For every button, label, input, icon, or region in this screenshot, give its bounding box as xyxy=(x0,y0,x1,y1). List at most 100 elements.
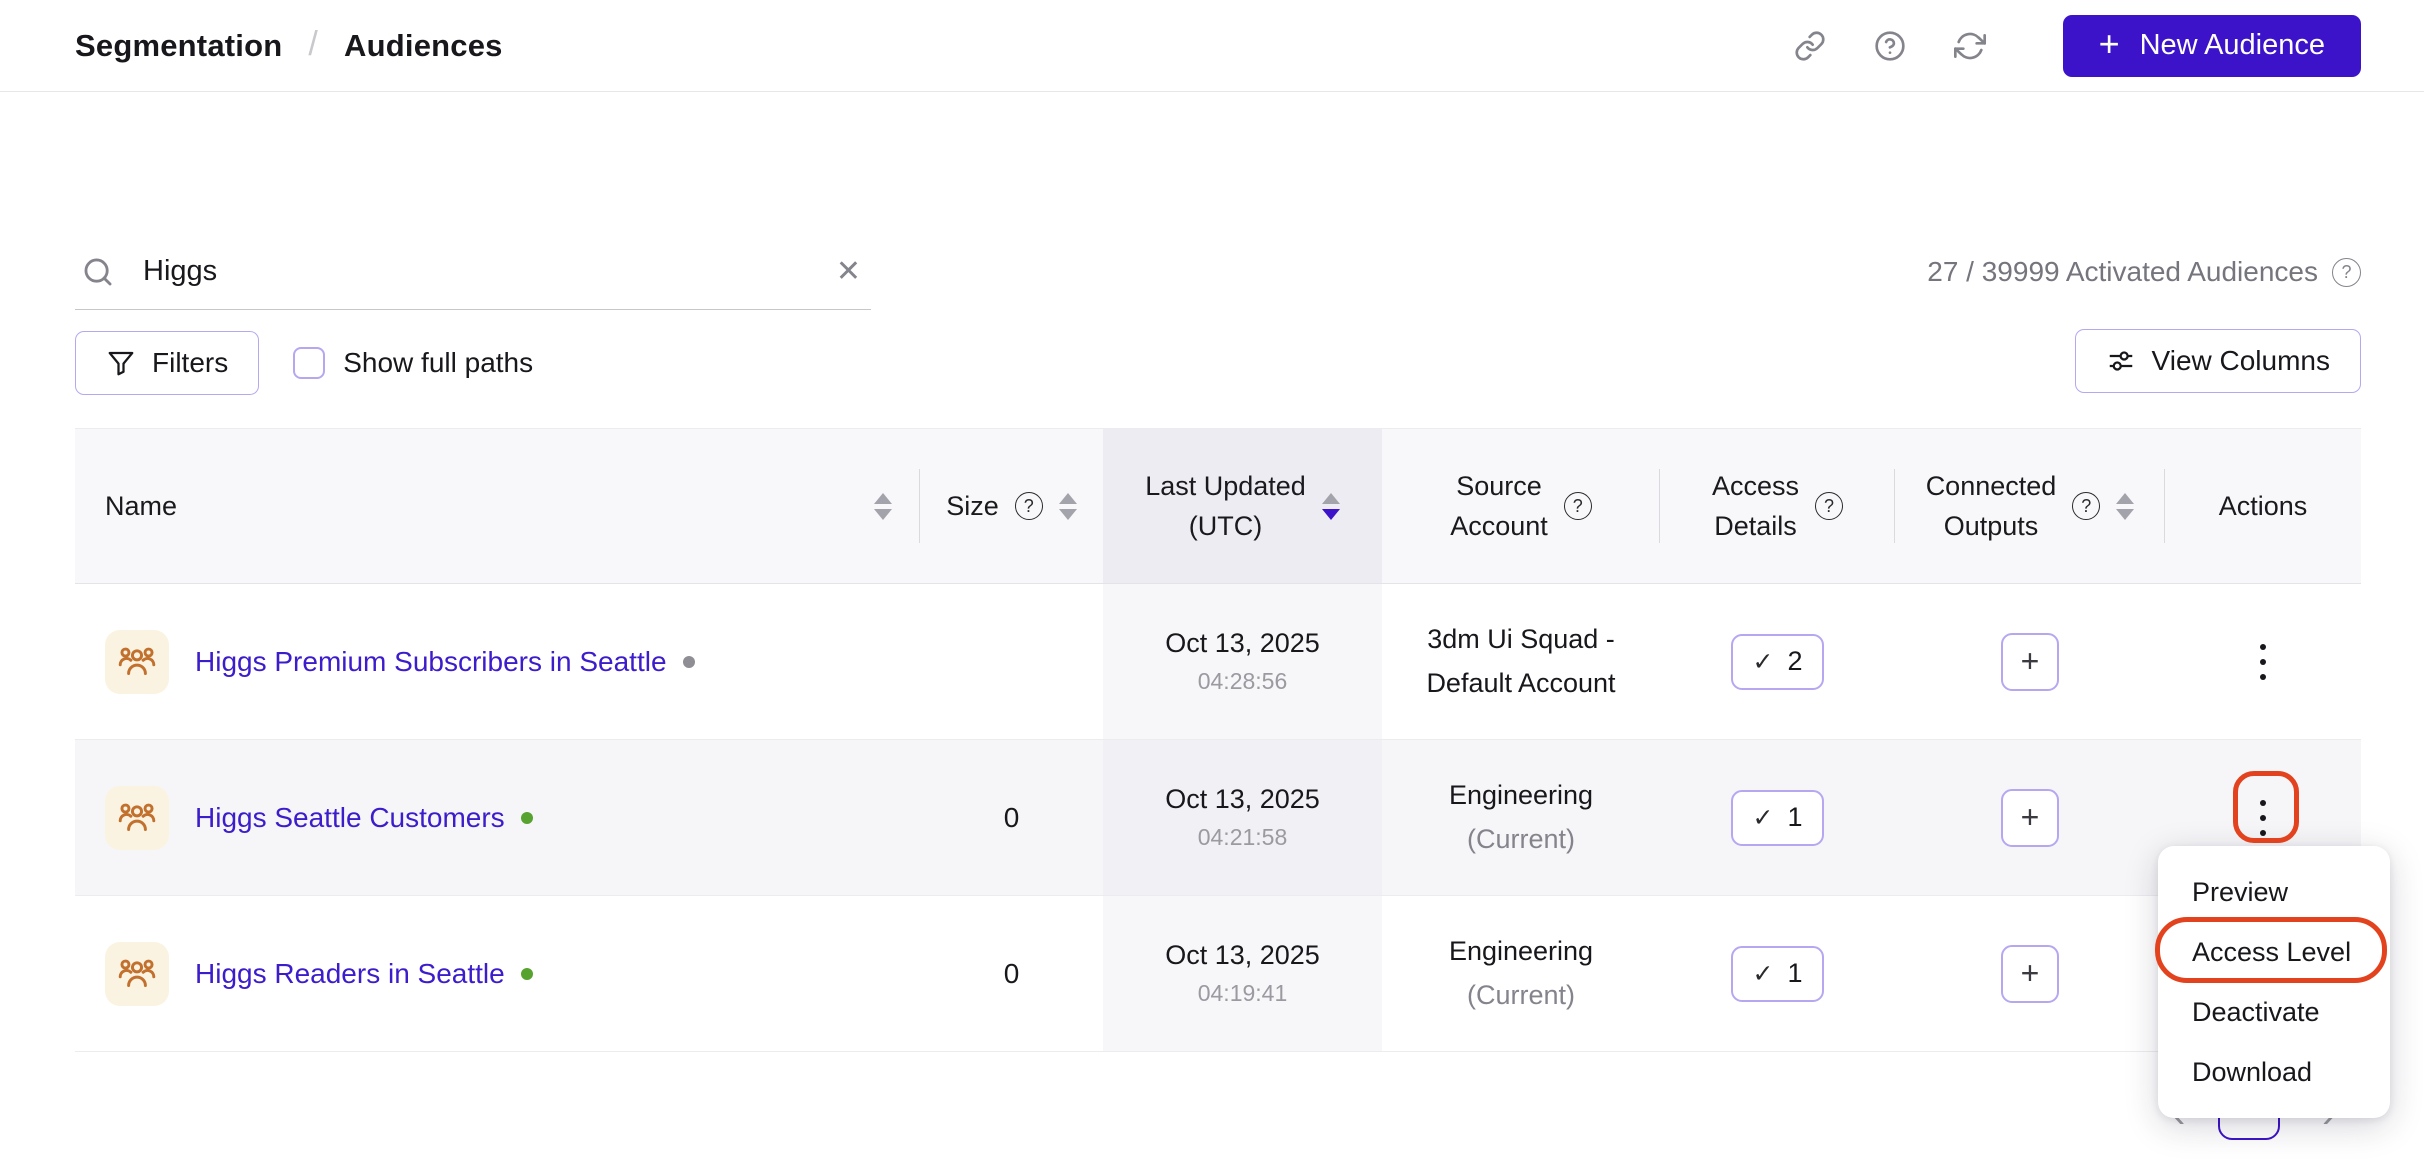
column-header-connected-outputs[interactable]: Connected Outputs ? xyxy=(1895,429,2165,583)
menu-item-access-level[interactable]: Access Level xyxy=(2192,936,2352,967)
access-details-badge[interactable]: ✓ 1 xyxy=(1730,945,1825,1002)
header-last-updated-line2: (UTC) xyxy=(1188,511,1263,541)
sort-arrows-size-icon[interactable] xyxy=(1058,492,1077,520)
menu-item-preview[interactable]: Preview xyxy=(2192,876,2289,907)
audience-name-link[interactable]: Higgs Seattle Customers xyxy=(195,801,505,833)
status-dot xyxy=(682,655,695,668)
counter-help-icon[interactable]: ? xyxy=(2332,257,2361,287)
access-count: 1 xyxy=(1787,802,1803,832)
access-details-cell: ✓ 1 xyxy=(1660,896,1895,1051)
search-icon xyxy=(84,258,112,285)
size-help-icon[interactable]: ? xyxy=(1014,492,1043,520)
header-last-updated-line1: Last Updated xyxy=(1145,470,1306,501)
column-header-name[interactable]: Name xyxy=(75,429,920,583)
size-cell xyxy=(920,584,1103,739)
last-updated-cell: Oct 13, 2025 04:28:56 xyxy=(1103,584,1382,739)
table-header-row: Name Size ? Last Updated (UTC) xyxy=(75,428,2361,584)
access-details-badge[interactable]: ✓ 1 xyxy=(1730,789,1825,846)
header-connected-line1: Connected xyxy=(1925,470,2057,501)
counter-text: 27 / 39999 Activated Audiences xyxy=(1927,256,2318,287)
access-details-cell: ✓ 2 xyxy=(1660,584,1895,739)
plus-icon: + xyxy=(2098,22,2120,64)
clear-search-icon[interactable]: ✕ xyxy=(835,255,861,288)
table-row: Higgs Readers in Seattle 0 Oct 13, 2025 … xyxy=(75,896,2361,1052)
table-row: Higgs Premium Subscribers in Seattle Oct… xyxy=(75,584,2361,740)
access-count: 1 xyxy=(1787,958,1803,988)
source-line1: 3dm Ui Squad - xyxy=(1427,624,1615,655)
search-value[interactable]: Higgs xyxy=(143,255,218,287)
source-account-cell: Engineering (Current) xyxy=(1382,896,1660,1051)
check-icon: ✓ xyxy=(1752,803,1774,832)
top-bar: Segmentation / Audiences xyxy=(0,0,2424,92)
table-row: Higgs Seattle Customers 0 Oct 13, 2025 0… xyxy=(75,740,2361,896)
filter-icon xyxy=(108,351,134,376)
source-line2: (Current) xyxy=(1466,979,1575,1010)
header-source-line2: Account xyxy=(1450,511,1548,541)
updated-date: Oct 13, 2025 xyxy=(1165,628,1320,658)
name-cell: Higgs Readers in Seattle xyxy=(75,896,920,1051)
size-cell: 0 xyxy=(1003,957,1020,989)
audience-name-link[interactable]: Higgs Premium Subscribers in Seattle xyxy=(195,645,667,677)
header-actions-label: Actions xyxy=(2218,490,2308,521)
row-actions-menu-icon[interactable] xyxy=(2250,790,2276,846)
add-output-button[interactable]: + xyxy=(2001,632,2059,691)
breadcrumb-page: Audiences xyxy=(344,27,503,63)
header-connected-line2: Outputs xyxy=(1943,511,2039,541)
size-cell: 0 xyxy=(1003,801,1020,833)
audience-group-icon xyxy=(105,785,169,850)
access-details-badge[interactable]: ✓ 2 xyxy=(1730,633,1825,690)
refresh-icon[interactable] xyxy=(1953,29,1987,63)
status-dot xyxy=(520,811,533,824)
add-output-button[interactable]: + xyxy=(2001,944,2059,1003)
audiences-table: Name Size ? Last Updated (UTC) xyxy=(75,428,2361,1052)
search-input[interactable]: Higgs ✕ xyxy=(75,234,871,310)
connected-outputs-cell: + xyxy=(1895,584,2165,739)
column-header-last-updated[interactable]: Last Updated (UTC) xyxy=(1103,429,1382,583)
sort-arrows-connected-icon[interactable] xyxy=(2116,492,2135,520)
show-full-paths-checkbox[interactable] xyxy=(293,347,326,379)
access-count: 2 xyxy=(1787,646,1803,676)
view-columns-button[interactable]: View Columns xyxy=(2074,329,2361,393)
updated-time: 04:21:58 xyxy=(1197,824,1288,850)
menu-item-deactivate[interactable]: Deactivate xyxy=(2192,996,2320,1027)
sort-arrows-name-icon[interactable] xyxy=(874,492,892,520)
header-access-line2: Details xyxy=(1714,511,1797,541)
breadcrumb: Segmentation / Audiences xyxy=(75,25,503,65)
menu-item-download[interactable]: Download xyxy=(2192,1056,2313,1087)
column-header-size[interactable]: Size ? xyxy=(920,429,1103,583)
new-audience-button[interactable]: + New Audience xyxy=(2062,14,2361,77)
sort-arrows-last-updated-icon[interactable] xyxy=(1321,492,1340,520)
column-header-access-details: Access Details ? xyxy=(1660,429,1895,583)
check-icon: ✓ xyxy=(1752,647,1774,676)
breadcrumb-section[interactable]: Segmentation xyxy=(75,27,283,63)
source-account-cell: 3dm Ui Squad - Default Account xyxy=(1382,584,1660,739)
header-access-line1: Access xyxy=(1711,470,1800,501)
access-details-cell: ✓ 1 xyxy=(1660,740,1895,895)
audience-group-icon xyxy=(105,629,169,694)
source-account-help-icon[interactable]: ? xyxy=(1563,492,1592,520)
updated-time: 04:28:56 xyxy=(1197,668,1288,694)
help-icon[interactable] xyxy=(1873,29,1907,63)
updated-date: Oct 13, 2025 xyxy=(1165,784,1320,814)
source-account-cell: Engineering (Current) xyxy=(1382,740,1660,895)
header-source-line1: Source xyxy=(1456,470,1542,501)
connected-outputs-help-icon[interactable]: ? xyxy=(2072,492,2101,520)
show-full-paths-toggle[interactable]: Show full paths xyxy=(293,347,533,379)
row-actions-dropdown: Preview Access Level Deactivate Download xyxy=(2158,846,2390,1118)
row-actions-menu-icon[interactable] xyxy=(2250,634,2276,690)
name-cell: Higgs Seattle Customers xyxy=(75,740,920,895)
status-dot xyxy=(520,967,533,980)
header-name-label: Name xyxy=(105,490,178,521)
updated-time: 04:19:41 xyxy=(1197,980,1288,1006)
last-updated-cell: Oct 13, 2025 04:21:58 xyxy=(1103,740,1382,895)
filters-button[interactable]: Filters xyxy=(75,331,260,395)
access-details-help-icon[interactable]: ? xyxy=(1815,492,1844,520)
source-line1: Engineering xyxy=(1448,780,1594,811)
link-icon[interactable] xyxy=(1793,29,1827,63)
check-icon: ✓ xyxy=(1752,959,1774,988)
audience-group-icon xyxy=(105,941,169,1006)
add-output-button[interactable]: + xyxy=(2001,788,2059,847)
audience-name-link[interactable]: Higgs Readers in Seattle xyxy=(195,957,505,989)
actions-cell xyxy=(2165,740,2361,895)
